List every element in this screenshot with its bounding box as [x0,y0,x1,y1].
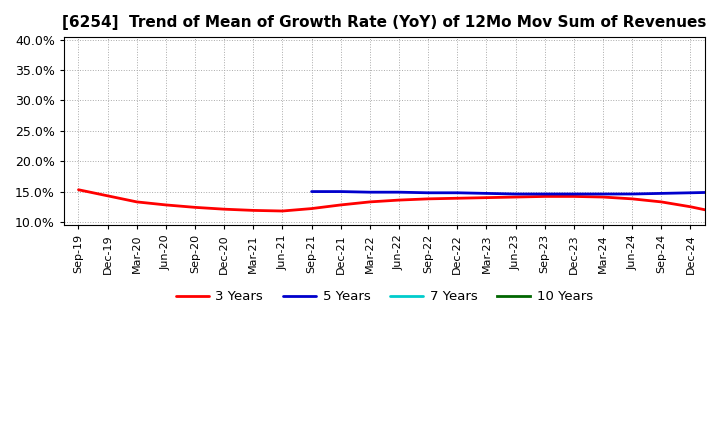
5 Years [424,190,433,195]
3 Years [307,206,316,211]
5 Years [686,190,695,195]
3 Years [511,194,520,200]
5 Years [511,191,520,197]
3 Years [482,195,491,200]
3 Years [453,196,462,201]
5 Years [599,191,608,197]
3 Years [132,199,141,205]
5 Years [395,190,403,195]
3 Years [628,196,636,202]
5 Years [541,191,549,197]
Title: [6254]  Trend of Mean of Growth Rate (YoY) of 12Mo Mov Sum of Revenues: [6254] Trend of Mean of Growth Rate (YoY… [62,15,706,30]
3 Years [191,205,199,210]
3 Years [424,196,433,202]
3 Years [686,204,695,209]
5 Years [482,191,491,196]
3 Years [161,202,170,208]
3 Years [74,187,83,192]
5 Years [715,190,720,195]
3 Years [395,198,403,203]
3 Years [103,193,112,198]
5 Years [366,190,374,195]
Legend: 3 Years, 5 Years, 7 Years, 10 Years: 3 Years, 5 Years, 7 Years, 10 Years [171,285,598,309]
5 Years [628,191,636,197]
Line: 5 Years: 5 Years [312,122,720,194]
Line: 3 Years: 3 Years [78,44,720,223]
3 Years [366,199,374,205]
3 Years [541,194,549,199]
3 Years [599,194,608,200]
3 Years [249,208,258,213]
3 Years [657,199,665,205]
3 Years [220,206,228,212]
3 Years [715,210,720,216]
5 Years [336,189,345,194]
5 Years [307,189,316,194]
3 Years [278,209,287,214]
5 Years [657,191,665,196]
3 Years [336,202,345,208]
5 Years [570,191,578,197]
3 Years [570,194,578,199]
5 Years [453,190,462,195]
